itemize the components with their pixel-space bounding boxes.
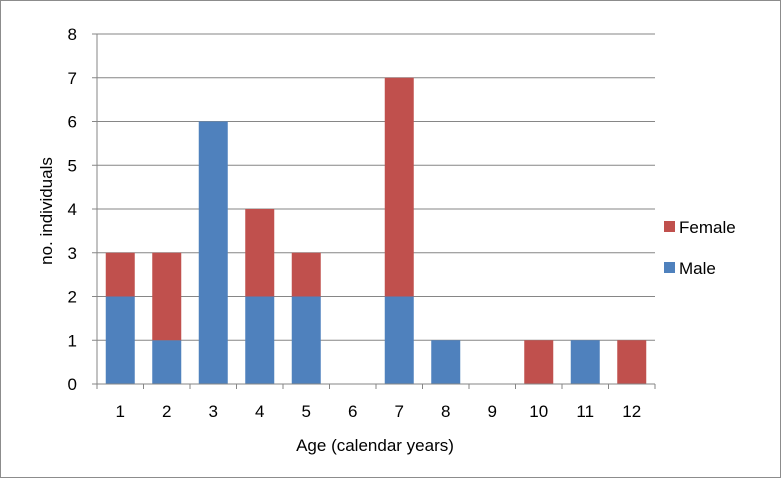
y-tick-label: 5 <box>68 156 77 175</box>
legend-swatch-female <box>664 221 675 232</box>
bar-female-12 <box>617 340 647 384</box>
legend-label-female: Female <box>679 218 736 237</box>
bar-male-7 <box>384 296 414 384</box>
y-tick-label: 2 <box>68 288 77 307</box>
bar-female-1 <box>105 252 135 297</box>
bar-male-4 <box>245 296 275 384</box>
x-tick-label: 8 <box>441 402 450 421</box>
bar-male-1 <box>105 296 135 384</box>
legend-label-male: Male <box>679 259 716 278</box>
bar-male-5 <box>291 296 321 384</box>
x-tick-label: 10 <box>529 402 548 421</box>
bar-female-5 <box>291 252 321 297</box>
y-tick-label: 7 <box>68 69 77 88</box>
legend-swatch-male <box>664 262 675 273</box>
bar-female-4 <box>245 209 275 297</box>
y-tick-label: 6 <box>68 113 77 132</box>
bar-male-8 <box>431 340 461 384</box>
x-tick-label: 9 <box>488 402 497 421</box>
y-axis-tick-labels: 0 1 2 3 4 5 6 7 8 <box>68 25 77 394</box>
x-tick-label: 3 <box>209 402 218 421</box>
x-axis-title: Age (calendar years) <box>296 436 454 455</box>
y-tick-label: 8 <box>68 25 77 44</box>
bar-male-11 <box>570 340 600 384</box>
legend: Female Male <box>664 218 736 278</box>
x-tick-label: 5 <box>302 402 311 421</box>
bar-female-10 <box>524 340 554 384</box>
bars <box>105 77 647 384</box>
x-tick-label: 1 <box>116 402 125 421</box>
bar-female-7 <box>384 77 414 297</box>
y-tick-label: 1 <box>68 331 77 350</box>
y-axis-title: no. individuals <box>37 157 56 265</box>
x-tick-label: 7 <box>395 402 404 421</box>
x-tick-label: 6 <box>348 402 357 421</box>
y-tick-label: 3 <box>68 244 77 263</box>
x-tick-label: 4 <box>255 402 264 421</box>
x-axis-tick-labels: 1 2 3 4 5 6 7 8 9 10 11 12 <box>116 402 642 421</box>
bar-male-3 <box>198 121 228 384</box>
bar-female-2 <box>152 252 182 341</box>
axes <box>96 34 656 389</box>
x-tick-label: 11 <box>576 402 594 421</box>
x-tick-label: 12 <box>622 402 641 421</box>
bar-male-2 <box>152 340 182 384</box>
y-tick-label: 0 <box>68 375 77 394</box>
x-tick-label: 2 <box>162 402 171 421</box>
y-tick-label: 4 <box>68 200 77 219</box>
gridlines <box>92 33 655 385</box>
